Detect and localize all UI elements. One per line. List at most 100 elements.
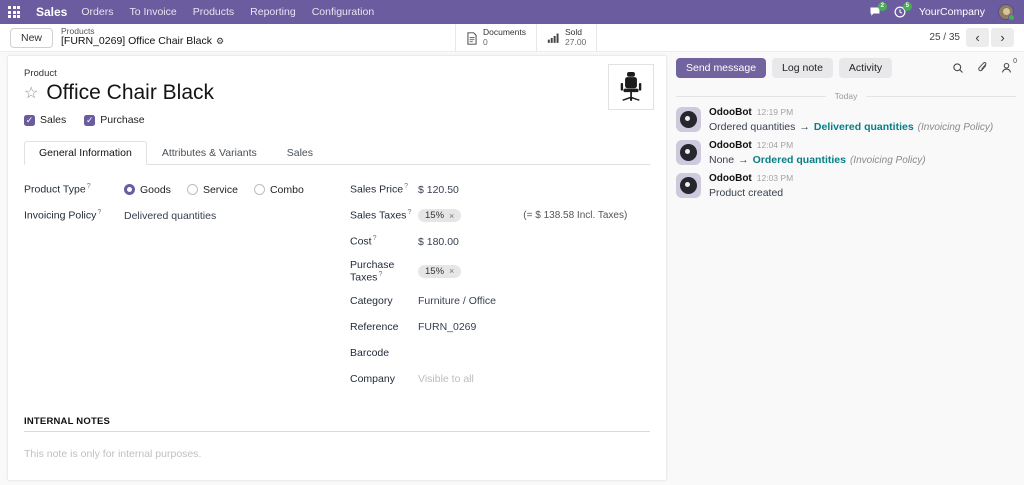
purchase-tax-tag[interactable]: 15% × (418, 264, 462, 278)
sales-price-row: Sales Price? $ 120.50 (350, 181, 650, 198)
date-divider-label: Today (834, 91, 858, 101)
attachments-icon[interactable] (977, 62, 988, 74)
search-messages-icon[interactable] (952, 62, 964, 74)
radio-unselected-icon (253, 184, 265, 195)
pager-next-button[interactable]: › (991, 28, 1014, 47)
tab-attributes-variants[interactable]: Attributes & Variants (161, 147, 257, 159)
company-input[interactable]: Visible to all (418, 373, 474, 385)
log-note-button[interactable]: Log note (772, 58, 833, 78)
topbar: Sales Orders To Invoice Products Reporting C… (0, 0, 1024, 24)
menu-item-configuration[interactable]: Configuration (311, 6, 375, 18)
sales-taxes-row: Sales Taxes? 15% × (= $ 138.58 Incl. Taxe… (350, 207, 650, 224)
message-time: 12:04 PM (756, 140, 794, 150)
messages-icon[interactable]: 2 (869, 2, 887, 18)
activities-icon[interactable]: 5 (894, 2, 912, 18)
field-label: Barcode (350, 347, 390, 359)
menu-item-products[interactable]: Products (192, 6, 235, 18)
breadcrumb-parent[interactable]: Products (61, 26, 95, 37)
document-icon (467, 31, 477, 45)
message-time: 12:03 PM (756, 173, 794, 183)
favorite-star-icon[interactable]: ☆ (24, 85, 39, 102)
sales-checkbox[interactable]: ✓ Sales (24, 114, 66, 126)
field-label: Cost? (350, 235, 377, 248)
date-divider: Today (676, 91, 1016, 101)
bar-chart-icon (547, 33, 559, 43)
menu-item-to-invoice[interactable]: To Invoice (129, 6, 177, 18)
stat-value: 0 (483, 37, 488, 47)
notebook-tabs: General Information Attributes & Variants… (24, 140, 650, 165)
remove-tag-icon[interactable]: × (449, 266, 455, 277)
apps-menu-icon[interactable] (8, 6, 20, 18)
sold-stat-button[interactable]: Sold 27.00 (536, 24, 598, 52)
chatter-actions: Send message Log note Activity 0 (676, 58, 1017, 78)
reference-input[interactable]: FURN_0269 (418, 321, 477, 333)
barcode-row: Barcode (350, 345, 650, 362)
sales-tax-tag[interactable]: 15% × (418, 209, 462, 222)
chatter-message[interactable]: OdooBot 12:19 PM Ordered quantities → Deli… (676, 107, 1016, 134)
sales-price-input[interactable]: $ 120.50 (418, 183, 459, 196)
settings-gear-icon[interactable]: ⚙ (215, 36, 225, 47)
message-time: 12:19 PM (756, 107, 794, 117)
send-message-button[interactable]: Send message (676, 58, 767, 78)
checkbox-label: Sales (40, 114, 67, 126)
product-title[interactable]: Office Chair Black (46, 81, 215, 104)
help-marker: ? (404, 183, 409, 191)
field-label: Sales Price? (350, 183, 409, 196)
message-author[interactable]: OdooBot (709, 173, 752, 184)
new-button[interactable]: New (10, 27, 54, 48)
odoobot-avatar (676, 107, 701, 132)
stat-value: 27.00 (565, 37, 587, 47)
breadcrumb-current: [FURN_0269] Office Chair Black (61, 35, 212, 48)
odoobot-avatar (676, 173, 701, 198)
field-columns: Product Type? Goods Service Combo Invoic… (24, 181, 650, 388)
invoicing-policy-row: Invoicing Policy? Delivered quantities (24, 207, 350, 224)
message-text: Ordered quantities → Delivered quantities(… (709, 120, 994, 133)
internal-notes-input[interactable]: This note is only for internal purposes. (24, 447, 202, 460)
message-author[interactable]: OdooBot (709, 107, 752, 118)
office-chair-image (620, 71, 642, 101)
user-avatar[interactable] (998, 4, 1015, 21)
help-marker: ? (378, 271, 383, 278)
chatter-panel: Send message Log note Activity 0 (676, 58, 1017, 200)
messages-badge: 2 (877, 2, 887, 11)
menu-item-orders[interactable]: Orders (81, 6, 114, 18)
field-label: Company (350, 373, 395, 385)
purchase-checkbox[interactable]: ✓ Purchase (84, 114, 145, 126)
cost-input[interactable]: $ 180.00 (418, 235, 459, 248)
radio-combo[interactable]: Combo (253, 184, 304, 196)
cost-row: Cost? $ 180.00 (350, 233, 650, 250)
company-row: Company Visible to all (350, 371, 650, 388)
company-switcher[interactable]: YourCompany (918, 6, 985, 18)
sell-purchase-toggles: ✓ Sales ✓ Purchase (24, 114, 650, 126)
radio-service[interactable]: Service (186, 184, 238, 196)
reference-row: Reference FURN_0269 (350, 319, 650, 336)
tab-general-information[interactable]: General Information (24, 141, 147, 165)
checkbox-checked-icon: ✓ (24, 114, 35, 126)
activity-button[interactable]: Activity (838, 58, 893, 78)
product-type-row: Product Type? Goods Service Combo (24, 181, 350, 198)
radio-goods[interactable]: Goods (124, 184, 171, 196)
internal-notes-header: INTERNAL NOTES (24, 416, 650, 432)
documents-stat-button[interactable]: Documents 0 (455, 24, 536, 52)
app-name[interactable]: Sales (36, 5, 68, 19)
field-label: Category (350, 295, 393, 307)
arrow-icon: → (799, 120, 810, 133)
main-area: Product ☆ Office Chair Black ✓ Sales ✓ P… (0, 52, 1024, 484)
field-label: Sales Taxes? (350, 209, 412, 222)
invoicing-policy-value[interactable]: Delivered quantities (124, 209, 217, 222)
stat-buttons: Documents 0 Sold 27.00 (455, 24, 598, 52)
pager: 25 / 35 ‹ › (929, 28, 1014, 47)
product-image[interactable] (608, 64, 654, 110)
checkbox-label: Purchase (100, 114, 145, 126)
menu-item-reporting[interactable]: Reporting (250, 6, 296, 18)
pager-previous-button[interactable]: ‹ (966, 28, 989, 47)
chatter-message[interactable]: OdooBot 12:04 PM None → Ordered quantities… (676, 140, 1016, 167)
remove-tag-icon[interactable]: × (449, 210, 455, 221)
followers-icon[interactable]: 0 (1001, 58, 1017, 74)
category-input[interactable]: Furniture / Office (418, 295, 497, 307)
stat-label: Sold (565, 27, 583, 38)
tab-sales[interactable]: Sales (286, 147, 314, 159)
radio-selected-icon (124, 184, 135, 195)
message-author[interactable]: OdooBot (709, 140, 752, 151)
chatter-message[interactable]: OdooBot 12:03 PM Product created (676, 173, 1016, 200)
